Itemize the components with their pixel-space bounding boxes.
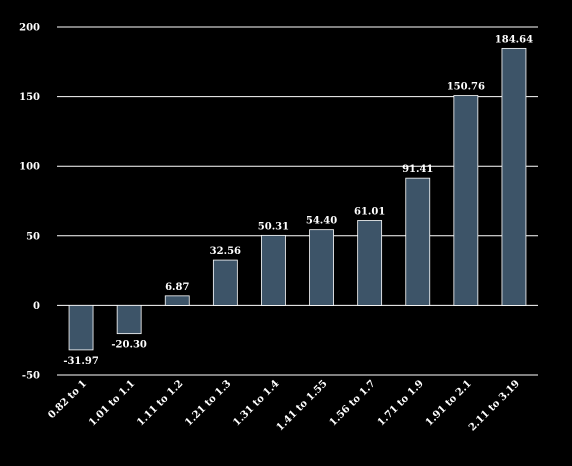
bar	[309, 229, 334, 306]
y-tick-label: -50	[22, 371, 40, 382]
y-tick-label: 150	[19, 92, 40, 103]
bar	[405, 177, 431, 306]
y-tick-label: 0	[33, 301, 40, 312]
bar	[164, 295, 190, 306]
data-label: 61.01	[354, 206, 385, 217]
category-label: 1.41 to 1.55	[275, 378, 330, 433]
category-label: 1.91 to 2.1	[424, 378, 474, 428]
data-label: 150.76	[447, 82, 485, 93]
bar	[357, 220, 383, 306]
bar	[68, 304, 94, 351]
bar	[116, 304, 142, 335]
data-label: 50.31	[258, 221, 289, 232]
bar	[212, 259, 238, 306]
y-tick-label: 200	[19, 23, 40, 34]
category-label: 1.31 to 1.4	[231, 378, 281, 428]
y-axis-ticks: -50 0 50 100 150 200	[19, 23, 40, 382]
category-label: 0.82 to 1	[46, 378, 89, 421]
bar	[261, 234, 286, 306]
data-label: 32.56	[210, 246, 241, 257]
category-label: 1.11 to 1.2	[135, 378, 185, 428]
y-tick-label: 100	[19, 162, 40, 173]
bars	[68, 47, 527, 351]
data-labels: -31.97 -20.30 6.87 32.56 50.31 54.40 61.01 91.4…	[63, 34, 533, 367]
bar	[501, 47, 527, 306]
category-label: 1.56 to 1.7	[328, 378, 378, 428]
category-label: 1.21 to 1.3	[183, 378, 233, 428]
data-label: 6.87	[165, 282, 189, 293]
x-axis-categories: 0.82 to 11.01 to 1.11.11 to 1.21.21 to 1…	[46, 378, 522, 433]
category-label: 2.11 to 3.19	[467, 378, 522, 433]
data-label: 54.40	[306, 216, 337, 227]
data-label: -20.30	[111, 340, 147, 351]
category-label: 1.01 to 1.1	[87, 378, 137, 428]
data-label: 91.41	[402, 164, 433, 175]
category-label: 1.71 to 1.9	[376, 378, 426, 428]
data-label: -31.97	[63, 356, 99, 367]
data-label: 184.64	[495, 34, 533, 45]
bar	[453, 95, 479, 306]
y-tick-label: 50	[26, 231, 40, 242]
